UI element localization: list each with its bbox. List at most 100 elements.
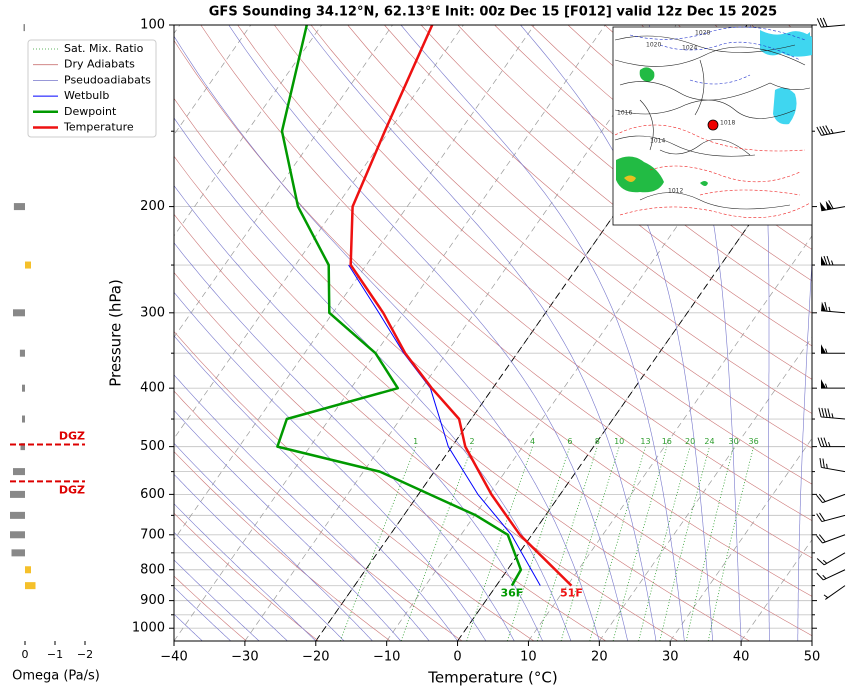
y-tick-label: 800 <box>140 562 165 577</box>
barb-full <box>823 437 828 447</box>
profile-line <box>276 25 523 587</box>
mixing-ratio-label: 4 <box>530 437 535 446</box>
barb-full <box>820 437 825 447</box>
barb-half <box>828 441 831 447</box>
barb-half <box>826 463 828 469</box>
reference-isotherm <box>457 133 812 641</box>
wind-barb <box>816 569 846 581</box>
barb-half <box>825 348 828 354</box>
mixing-ratio-line <box>685 446 734 641</box>
barb-full <box>822 125 828 135</box>
mixing-ratio-line <box>400 446 473 641</box>
mixing-ratio-line <box>659 446 710 641</box>
pseudoadiabat <box>174 335 458 641</box>
x-tick-label: 30 <box>662 650 679 665</box>
pseudoadiabat <box>520 25 714 641</box>
x-tick-label: −40 <box>160 650 187 665</box>
dgz-label: DGZ <box>59 430 85 443</box>
dry-adiabat <box>174 575 247 641</box>
wind-barb <box>821 255 845 266</box>
barb-full <box>816 494 823 503</box>
barb-full <box>823 255 828 266</box>
barb-full <box>818 407 822 418</box>
omega-bar <box>19 349 25 357</box>
profile-line <box>348 264 541 586</box>
omega-bar <box>22 384 25 392</box>
y-tick-label: 600 <box>140 487 165 502</box>
legend-label: Sat. Mix. Ratio <box>64 42 144 55</box>
pseudoadiabat <box>174 531 288 641</box>
dry-adiabat <box>457 25 812 314</box>
mixing-ratio-label: 8 <box>595 437 600 446</box>
barb-full <box>819 17 825 28</box>
pseudoadiabat <box>174 374 430 641</box>
barb-flag <box>821 256 826 266</box>
pseudoadiabat <box>797 255 812 641</box>
x-tick-label: 50 <box>804 650 821 665</box>
x-tick-label: 20 <box>591 650 608 665</box>
wind-barb <box>817 437 845 448</box>
wind-barb <box>819 457 846 473</box>
barb-flag <box>821 301 827 312</box>
omega-bar <box>10 511 25 519</box>
barb-full <box>827 408 831 418</box>
chart-title: GFS Sounding 34.12°N, 62.13°E Init: 00z … <box>209 5 777 20</box>
wind-barb <box>816 125 846 136</box>
wind-barb <box>816 493 846 504</box>
mixing-ratio-label: 13 <box>640 437 650 446</box>
x-tick-label: −30 <box>231 650 258 665</box>
omega-bar <box>11 549 25 557</box>
dry-adiabat <box>494 25 812 282</box>
mixing-ratio-label: 16 <box>662 437 672 446</box>
pseudoadiabat <box>174 586 231 641</box>
barb-full <box>819 457 822 468</box>
legend-label: Wetbulb <box>64 89 109 102</box>
pseudoadiabat <box>174 35 600 641</box>
pseudoadiabat <box>174 291 487 641</box>
mixing-ratio-line <box>707 446 754 641</box>
barb-flag <box>821 344 826 354</box>
y-tick-label: 700 <box>140 527 165 542</box>
mixing-ratio-line <box>612 446 668 641</box>
dry-adiabat <box>347 25 812 414</box>
barb-shaft <box>821 24 846 28</box>
mixing-ratio-label: 1 <box>413 437 418 446</box>
mixing-ratio-line <box>466 446 533 641</box>
legend-label: Temperature <box>63 121 134 134</box>
map-label: 1016 <box>617 110 632 117</box>
isotherm <box>669 437 812 641</box>
dry-adiabat <box>174 272 607 641</box>
plot-area <box>174 25 812 641</box>
barb-shaft <box>821 514 846 523</box>
barb-full <box>816 18 822 28</box>
dry-adiabat <box>384 25 812 380</box>
omega-bar <box>25 566 31 574</box>
wind-barb <box>816 512 846 523</box>
barb-shaft <box>821 310 846 314</box>
isotherm <box>174 25 535 541</box>
y-axis-label: Pressure (hPa) <box>107 279 125 387</box>
profile-line <box>349 25 573 587</box>
isotherm <box>174 25 464 440</box>
omega-bar <box>23 24 25 32</box>
barb-half <box>831 413 834 419</box>
barb-half <box>831 260 834 266</box>
wind-barb <box>821 301 846 314</box>
legend-label: Dry Adiabats <box>64 58 135 71</box>
barb-half <box>828 306 831 312</box>
barb-half <box>823 594 829 599</box>
barb-shaft <box>822 534 846 544</box>
barb-full <box>824 408 828 418</box>
omega-bar <box>13 309 25 317</box>
pseudoadiabat <box>228 25 628 641</box>
y-tick-label: 200 <box>140 199 165 214</box>
mixing-ratio-label: 6 <box>567 437 572 446</box>
omega-bar <box>25 261 31 269</box>
barb-full <box>825 125 831 135</box>
omega-x-tick-label: −2 <box>77 648 93 661</box>
wind-barb <box>821 344 845 354</box>
y-tick-label: 1000 <box>132 621 165 636</box>
wind-barb <box>821 379 845 389</box>
dry-adiabat <box>174 155 750 641</box>
barb-shaft <box>823 569 846 581</box>
